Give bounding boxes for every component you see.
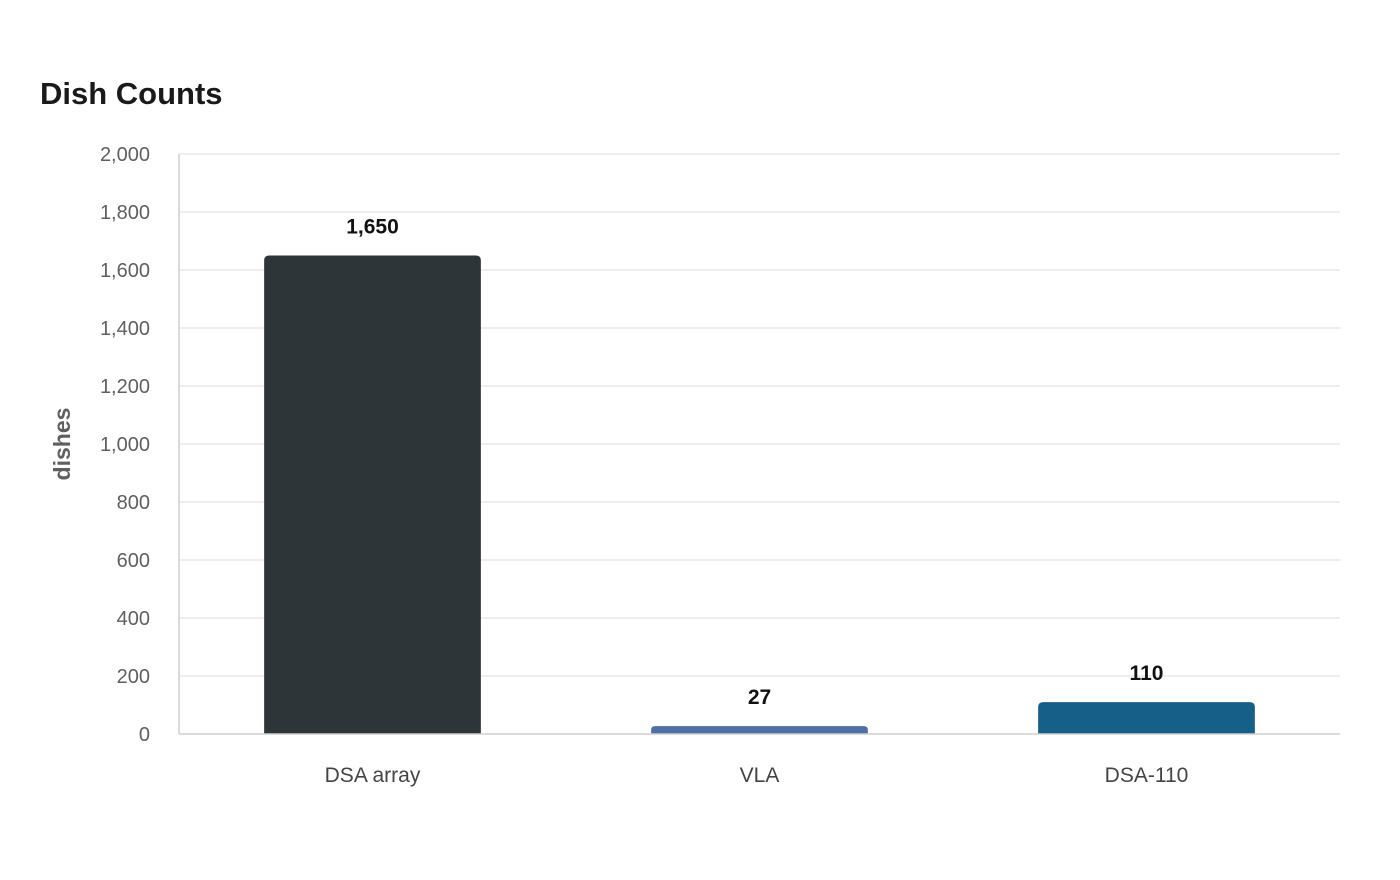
x-category-label: VLA (740, 764, 780, 787)
y-tick-label: 200 (117, 666, 150, 688)
y-tick-label: 600 (117, 550, 150, 572)
x-category-label: DSA array (325, 764, 421, 787)
bar-dsa-array (264, 255, 481, 734)
y-tick-label: 1,200 (100, 376, 150, 398)
y-tick-label: 1,000 (100, 434, 150, 456)
y-tick-label: 0 (139, 724, 150, 746)
y-tick-label: 2,000 (100, 144, 150, 166)
bar-dsa-110 (1038, 702, 1255, 734)
data-label: 1,650 (346, 216, 399, 239)
y-tick-label: 1,600 (100, 260, 150, 282)
bars (264, 255, 1255, 734)
x-category-label: DSA-110 (1105, 764, 1189, 787)
y-tick-label: 400 (117, 608, 150, 630)
data-label: 27 (748, 686, 771, 709)
y-axis-ticks: 0 200 400 600 800 1,000 1,200 1,400 1,600 1,800 2,… (100, 144, 150, 746)
category-labels: DSA array VLA DSA-110 (325, 764, 1189, 787)
data-label: 110 (1130, 662, 1164, 685)
y-tick-label: 800 (117, 492, 150, 514)
data-labels: 1,650 27 110 (346, 216, 1163, 710)
y-tick-label: 1,800 (100, 202, 150, 224)
y-tick-label: 1,400 (100, 318, 150, 340)
y-axis-title: dishes (49, 408, 75, 481)
chart-title: Dish Counts (40, 76, 223, 111)
bar-vla (651, 726, 868, 734)
